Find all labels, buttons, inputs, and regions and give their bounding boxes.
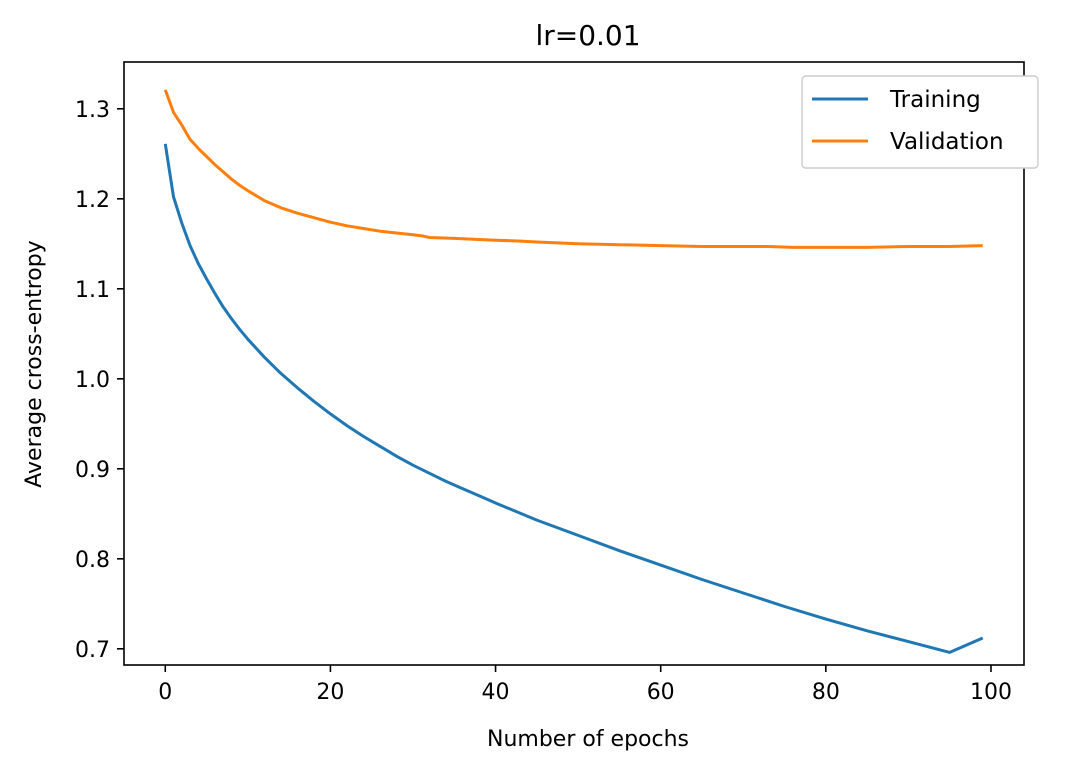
x-tick-label: 80: [812, 680, 840, 705]
series-line-validation: [163, 89, 983, 249]
x-tick-label: 20: [316, 680, 344, 705]
y-tick-label: 0.9: [75, 458, 110, 483]
y-axis: 0.7 0.8 0.9 1.0 1.1 1.2 1.3: [75, 98, 124, 663]
legend: Training Validation: [801, 75, 1039, 169]
legend-label-validation: Validation: [890, 129, 1004, 155]
legend-label-training: Training: [889, 87, 981, 113]
y-tick-label: 1.2: [75, 188, 110, 213]
y-tick-label: 1.1: [75, 278, 110, 303]
x-tick-label: 60: [647, 680, 675, 705]
x-axis-label: Number of epochs: [487, 727, 689, 752]
plot-frame: [123, 61, 1025, 666]
y-axis-label: Average cross-entropy: [22, 240, 47, 487]
series-line-training: [163, 143, 984, 654]
x-axis: 0 20 40 60 80 100: [158, 665, 1012, 705]
x-tick-label: 40: [482, 680, 510, 705]
y-tick-label: 1.0: [75, 368, 110, 393]
y-tick-label: 1.3: [75, 98, 110, 123]
y-tick-label: 0.8: [75, 548, 110, 573]
chart-title: lr=0.01: [535, 19, 640, 52]
x-tick-label: 0: [158, 680, 172, 705]
y-tick-label: 0.7: [75, 638, 110, 663]
series-layer: [163, 89, 984, 654]
x-tick-label: 100: [970, 680, 1012, 705]
